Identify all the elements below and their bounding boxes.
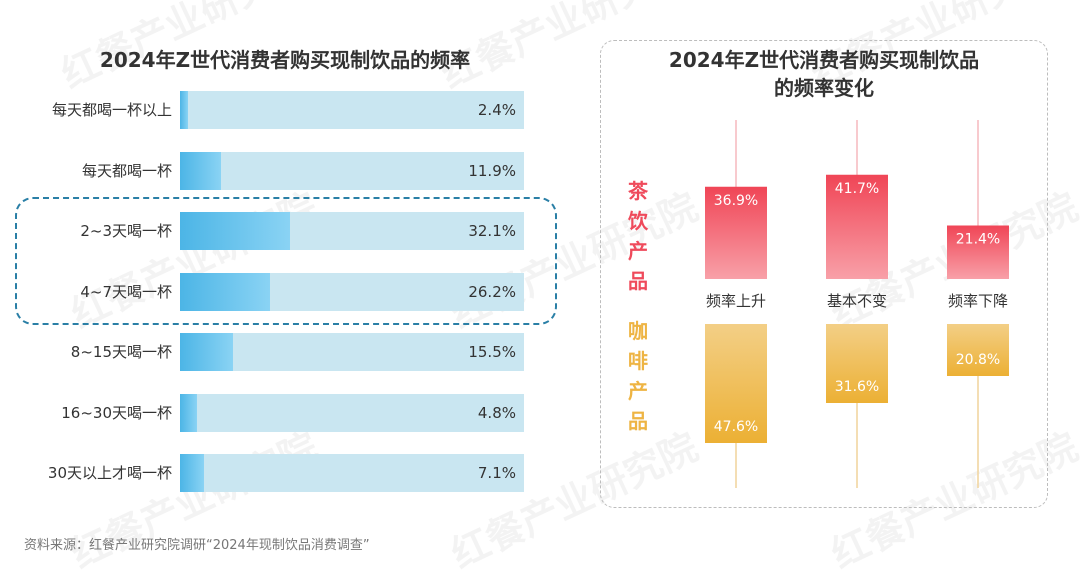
bar <box>180 393 197 432</box>
bar <box>180 151 221 190</box>
bar-category-label: 每天都喝一杯 <box>81 161 172 180</box>
bar-value-label: 15.5% <box>468 343 516 361</box>
tea-series-label: 茶饮产品 <box>626 176 650 296</box>
bar-value-label: 32.1% <box>468 222 516 240</box>
source-note: 资料来源：红餐产业研究院调研“2024年现制饮品消费调查” <box>24 538 370 553</box>
bar-row: 4~7天喝一杯 26.2% <box>0 272 540 311</box>
series-label-char: 啡 <box>628 349 648 373</box>
bar-category-label: 每天都喝一杯以上 <box>51 101 172 119</box>
bar-value-label: 7.1% <box>477 464 516 482</box>
bar-track: 32.1% <box>180 212 524 250</box>
bar-category-label: 2~3天喝一杯 <box>80 222 172 240</box>
bar-track: 4.8% <box>180 393 524 432</box>
bar <box>180 333 234 371</box>
left-chart-title: 2024年Z世代消费者购买现制饮品的频率 <box>99 48 471 72</box>
bar-category-label: 16~30天喝一杯 <box>61 403 172 422</box>
right-chart-title-line2: 的频率变化 <box>774 76 874 100</box>
bar-track: 2.4% <box>180 91 524 129</box>
bar-track: 7.1% <box>180 454 524 492</box>
bar-track: 11.9% <box>180 151 524 190</box>
bar-value-label: 11.9% <box>468 161 516 180</box>
bar <box>180 454 205 492</box>
right-chart-title: 2024年Z世代消费者购买现制饮品 的频率变化 <box>600 46 1048 102</box>
bar-row: 30天以上才喝一杯 7.1% <box>0 454 540 492</box>
watermark: 红餐产业研究院 <box>61 416 325 578</box>
series-label-char: 品 <box>628 269 648 293</box>
series-label-char: 饮 <box>628 209 648 233</box>
series-label-char: 咖 <box>628 319 648 343</box>
bar-value-label: 26.2% <box>468 282 516 301</box>
right-chart-panel <box>600 40 1048 508</box>
bar-value-label: 4.8% <box>477 403 516 422</box>
bar-category-label: 30天以上才喝一杯 <box>47 464 172 482</box>
bar-track: 26.2% <box>180 272 524 311</box>
series-label-char: 产 <box>628 239 648 263</box>
bar <box>180 212 291 250</box>
bar-row: 2~3天喝一杯 32.1% <box>0 212 540 250</box>
bar-track: 15.5% <box>180 333 524 371</box>
coffee-series-label: 咖啡产品 <box>626 316 650 436</box>
bar <box>180 91 189 129</box>
right-chart-title-line1: 2024年Z世代消费者购买现制饮品 <box>668 48 980 72</box>
series-label-char: 品 <box>628 409 648 433</box>
bar-row: 16~30天喝一杯 4.8% <box>0 393 540 432</box>
bar-category-label: 8~15天喝一杯 <box>70 343 172 361</box>
bar-category-label: 4~7天喝一杯 <box>80 282 172 301</box>
bar <box>180 272 271 311</box>
bar-value-label: 2.4% <box>477 101 516 119</box>
bar-row: 每天都喝一杯 11.9% <box>0 151 540 190</box>
series-label-char: 产 <box>628 379 648 403</box>
bar-row: 每天都喝一杯以上 2.4% <box>0 91 540 129</box>
highlight-box <box>15 197 557 325</box>
bar-row: 8~15天喝一杯 15.5% <box>0 333 540 371</box>
series-label-char: 茶 <box>628 179 648 203</box>
